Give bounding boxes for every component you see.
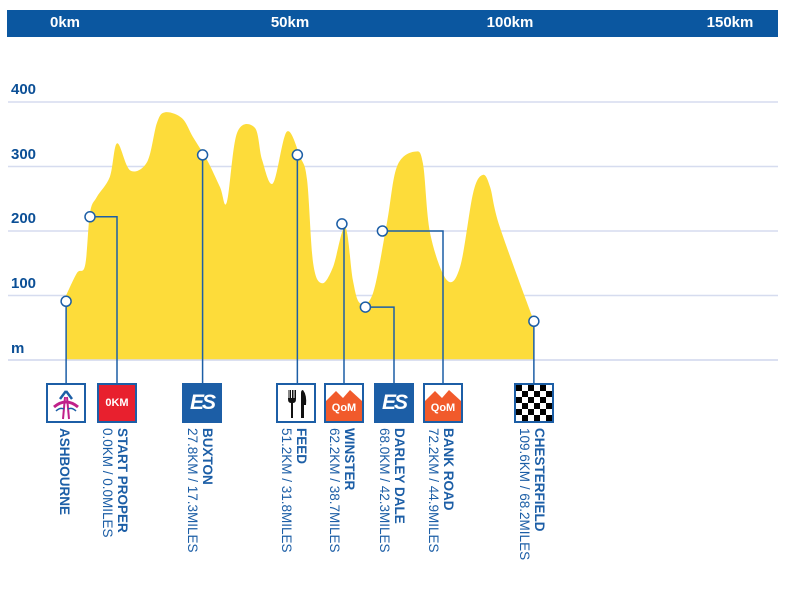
waypoint-distance: 68.0KM / 42.3MILES — [377, 428, 392, 553]
waypoint-distance: 27.8KM / 17.3MILES — [185, 428, 200, 553]
y-tick-label: 400 — [11, 81, 37, 98]
y-tick-label: 200 — [11, 210, 37, 227]
icon-text: 0KM — [105, 397, 129, 409]
waypoint-label: WINSTER 62.2KM / 38.7MILES — [327, 428, 357, 553]
icon-text: QoM — [331, 402, 357, 414]
finish-checkered-flag-icon — [514, 383, 554, 423]
y-tick-label: 300 — [11, 146, 37, 163]
waypoint-label: START PROPER 0.0KM / 0.0MILES — [100, 428, 130, 538]
waypoint-name: FEED — [294, 428, 309, 465]
waypoint-name: ASHBOURNE — [57, 428, 72, 516]
km-tick-label: 0km — [49, 14, 81, 31]
km-tick-label: 150km — [706, 14, 754, 31]
waypoint-label: CHESTERFIELD 109.6KM / 68.2MILES — [517, 428, 547, 560]
waypoint-name: WINSTER — [342, 428, 357, 491]
waypoint-distance: 62.2KM / 38.7MILES — [327, 428, 342, 553]
waypoint-label: BUXTON 27.8KM / 17.3MILES — [185, 428, 215, 553]
waypoint-label: DARLEY DALE 68.0KM / 42.3MILES — [377, 428, 407, 553]
waypoint-connector — [365, 306, 395, 383]
icon-text: QoM — [430, 402, 456, 414]
waypoint-marker — [376, 225, 389, 237]
waypoint-name: START PROPER — [115, 428, 130, 533]
waypoint-marker — [291, 149, 304, 161]
waypoint-label: BANK ROAD 72.2KM / 44.9MILES — [426, 428, 456, 553]
waypoint-marker — [528, 315, 540, 328]
start-0km-icon: 0KM — [97, 383, 137, 423]
km-tick-label: 100km — [486, 14, 534, 31]
sprint-icon: ES — [374, 383, 414, 423]
y-axis-unit-label: m — [11, 340, 25, 357]
waypoint-connector — [382, 230, 444, 383]
waypoint-connector — [90, 216, 118, 383]
qom-mountain-icon: QoM — [423, 383, 463, 423]
waypoint-label: FEED 51.2KM / 31.8MILES — [279, 428, 309, 553]
waypoint-distance: 0.0KM / 0.0MILES — [100, 428, 115, 538]
waypoint-name: DARLEY DALE — [392, 428, 407, 524]
waypoint-distance: 109.6KM / 68.2MILES — [517, 428, 532, 561]
waypoint-marker — [84, 211, 96, 223]
qom-mountain-icon: QoM — [324, 383, 364, 423]
waypoint-marker — [60, 295, 72, 308]
waypoint-label: ASHBOURNE — [57, 428, 72, 515]
waypoint-distance: 72.2KM / 44.9MILES — [426, 428, 441, 553]
feed-fork-knife-icon — [276, 383, 316, 423]
waypoint-distance: 51.2KM / 31.8MILES — [279, 428, 294, 553]
waypoint-name: BANK ROAD — [441, 428, 456, 511]
ashbourne-logo-icon — [46, 383, 86, 423]
icon-text: ES — [189, 391, 216, 414]
waypoint-marker — [196, 149, 209, 161]
waypoint-name: BUXTON — [200, 428, 215, 485]
icon-text: ES — [381, 391, 408, 414]
waypoint-marker — [336, 218, 348, 230]
km-tick-label: 50km — [270, 14, 310, 31]
waypoint-name: CHESTERFIELD — [532, 428, 547, 532]
sprint-icon: ES — [182, 383, 222, 423]
y-tick-label: 100 — [11, 275, 37, 292]
distance-axis-bar: 0km 50km 100km 150km — [7, 10, 778, 37]
elevation-profile-area — [66, 112, 534, 360]
waypoint-marker — [359, 301, 372, 313]
